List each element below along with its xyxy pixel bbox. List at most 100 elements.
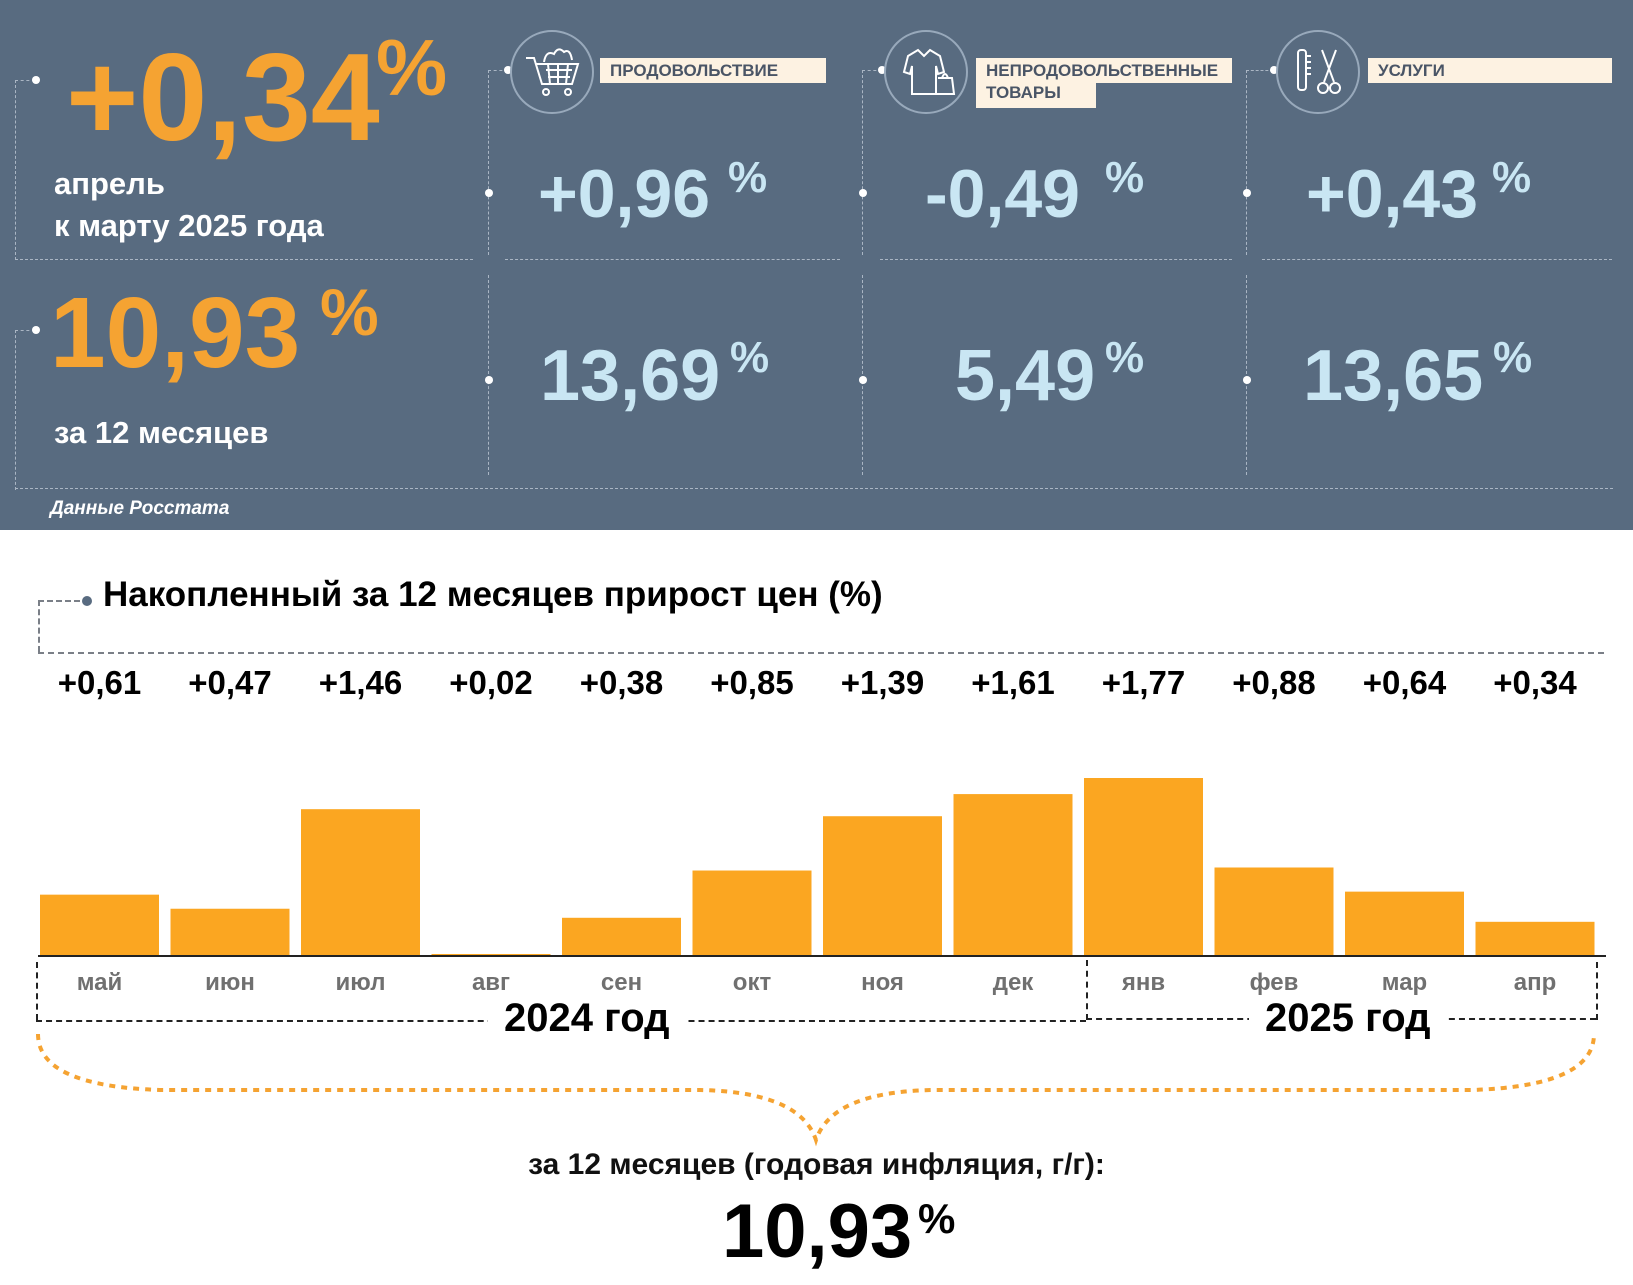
annual-caption: за 12 месяцев (годовая инфляция, г/г):: [528, 1148, 1105, 1181]
nonfood-monthly-pct: %: [1105, 153, 1145, 202]
data-label-ноя: +1,39: [841, 664, 925, 701]
data-label-июн: +0,47: [188, 664, 272, 701]
x-tick-май: май: [77, 969, 123, 996]
bullet-dot: [485, 376, 493, 384]
frame-line: [1262, 259, 1612, 260]
services-annual-pct: %: [1493, 333, 1533, 382]
nonfood-monthly-value: -0,49 %: [925, 156, 1144, 229]
annual-pct: %: [320, 275, 379, 349]
nonfood-annual-value: 5,49 %: [955, 336, 1144, 413]
bullet-dot: [485, 189, 493, 197]
monthly-label-line2: к марту 2025 года: [54, 208, 324, 243]
clothing-icon: [884, 30, 968, 114]
bar-дек: [953, 794, 1073, 956]
food-annual-value: 13,69 %: [540, 336, 769, 413]
bar-янв: [1084, 778, 1203, 956]
data-label-май: +0,61: [58, 664, 142, 701]
services-annual-value: 13,65 %: [1303, 336, 1532, 413]
frame-line: [1246, 70, 1278, 71]
shopping-cart-icon: [510, 30, 594, 114]
frame-line: [15, 330, 16, 490]
bullet-dot: [878, 66, 886, 74]
bullet-dot: [1243, 376, 1251, 384]
services-monthly-number: +0,43: [1306, 156, 1479, 232]
x-tick-мар: мар: [1382, 969, 1427, 996]
x-tick-дек: дек: [993, 969, 1035, 996]
bar-авг: [431, 953, 551, 956]
column-separator: [1246, 275, 1247, 475]
bar-мар: [1345, 891, 1464, 956]
data-label-июл: +1,46: [319, 664, 403, 701]
annual-inflation-value: 10,93: [722, 1189, 913, 1274]
bar-май: [40, 894, 159, 956]
food-monthly-number: +0,96: [538, 156, 711, 232]
data-label-авг: +0,02: [449, 664, 533, 701]
bar-chart: +0,61 май +0,47 июн +1,46 июл +0,02 авг +0,38 сен…: [38, 664, 1606, 996]
nonfood-annual-number: 5,49: [955, 336, 1096, 416]
annual-label: за 12 месяцев: [54, 415, 269, 450]
title-connector: [38, 600, 40, 652]
column-separator: [862, 275, 863, 475]
annual-inflation-pct: %: [918, 1195, 956, 1242]
bullet-dot: [32, 326, 40, 334]
monthly-value: +0,34: [66, 29, 380, 167]
title-bullet: [82, 596, 92, 606]
x-tick-фев: фев: [1250, 969, 1299, 996]
source-note: Данные Росстата: [50, 498, 230, 519]
services-annual-number: 13,65: [1303, 336, 1484, 416]
monthly-label: апрель к марту 2025 года: [54, 163, 324, 247]
column-separator: [488, 275, 489, 475]
column-separator: [862, 70, 863, 255]
services-monthly-pct: %: [1492, 153, 1532, 202]
data-label-фев: +0,88: [1232, 664, 1316, 701]
nonfood-monthly-number: -0,49: [925, 156, 1080, 232]
food-annual-number: 13,69: [540, 336, 721, 416]
frame-line: [15, 488, 1613, 489]
bar-окт: [692, 870, 812, 956]
title-underline: [38, 652, 1604, 654]
category-label-nonfood-line2: ТОВАРЫ: [976, 80, 1096, 108]
x-tick-июн: июн: [205, 969, 255, 996]
bullet-dot: [32, 76, 40, 84]
nonfood-annual-pct: %: [1105, 333, 1145, 382]
x-tick-сен: сен: [601, 969, 642, 996]
x-tick-ноя: ноя: [861, 969, 904, 996]
frame-line: [880, 259, 1232, 260]
chart-title: Накопленный за 12 месяцев прирост цен (%…: [103, 575, 883, 614]
bar-июн: [170, 908, 290, 956]
data-label-сен: +0,38: [580, 664, 664, 701]
x-tick-апр: апр: [1514, 969, 1557, 996]
title-connector: [38, 600, 80, 602]
year-bracket-2024: [36, 962, 38, 1020]
bar-апр: [1475, 921, 1595, 956]
food-annual-pct: %: [730, 333, 770, 382]
summary-panel: +0,34 % апрель к марту 2025 года 10,93 %…: [0, 0, 1633, 530]
column-separator: [488, 70, 489, 255]
summary-brace: [36, 1033, 1596, 1147]
services-monthly-value: +0,43 %: [1306, 156, 1531, 229]
year-label-2024: 2024 год: [488, 996, 686, 1041]
bullet-dot: [859, 189, 867, 197]
annual-value: 10,93: [50, 277, 301, 389]
monthly-label-line1: апрель: [54, 166, 165, 201]
bar-фев: [1214, 867, 1334, 956]
data-label-окт: +0,85: [710, 664, 794, 701]
annual-headline: 10,93 %: [50, 279, 379, 383]
year-bracket-2025: [1596, 962, 1598, 1020]
bullet-dot: [1243, 189, 1251, 197]
x-tick-июл: июл: [336, 969, 386, 996]
category-label-food: ПРОДОВОЛЬСТВИЕ: [600, 58, 826, 83]
bullet-dot: [859, 376, 867, 384]
frame-line: [15, 80, 16, 260]
x-tick-окт: окт: [733, 969, 772, 996]
year-label-2025: 2025 год: [1249, 996, 1447, 1041]
bar-июл: [301, 809, 420, 956]
x-tick-янв: янв: [1121, 969, 1165, 996]
frame-line: [15, 330, 35, 331]
bullet-dot: [504, 66, 512, 74]
frame-line: [15, 259, 473, 260]
bars-layer: +0,61 май +0,47 июн +1,46 июл +0,02 авг +0,38 сен…: [38, 664, 1606, 996]
frame-line: [15, 80, 35, 81]
category-label-nonfood-line1: НЕПРОДОВОЛЬСТВЕННЫЕ: [976, 58, 1232, 83]
monthly-pct: %: [376, 23, 448, 112]
